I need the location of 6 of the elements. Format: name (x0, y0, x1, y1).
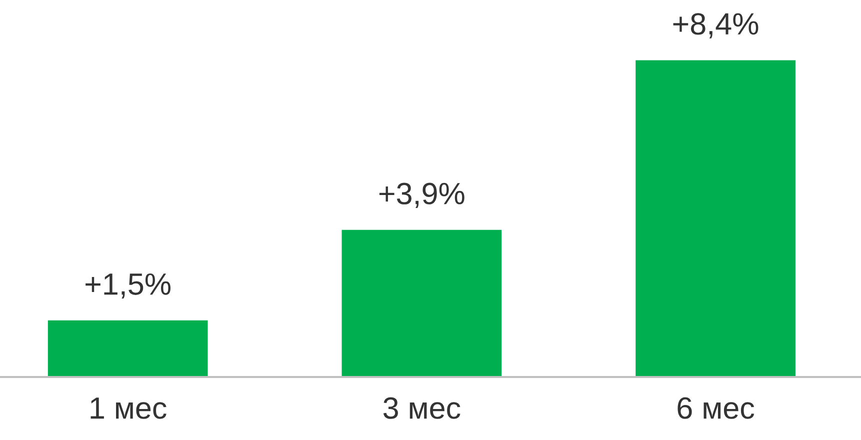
x-tick-label: 6 мес (678, 397, 754, 419)
data-label: +3,9% (379, 182, 464, 208)
data-label: +1,5% (86, 273, 170, 299)
x-tick-label: 3 мес (383, 397, 460, 419)
data-label: +8,4% (673, 13, 758, 38)
x-tick-label: 1 мес (90, 398, 166, 419)
